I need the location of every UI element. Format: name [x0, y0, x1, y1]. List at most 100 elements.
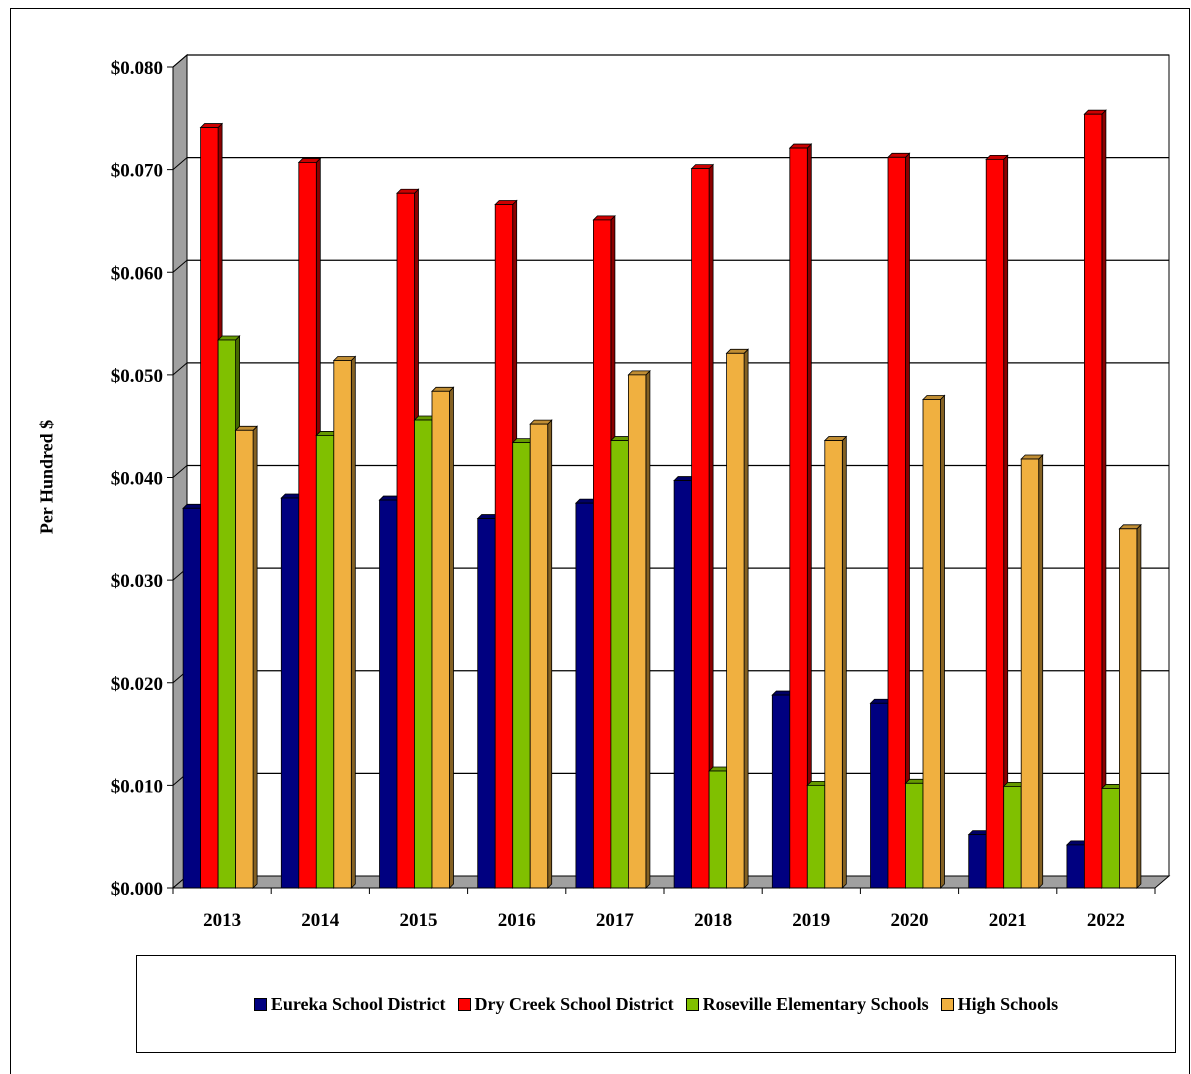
bar-top — [217, 335, 241, 341]
bar-front — [298, 162, 317, 889]
gridline-side — [172, 54, 188, 68]
y-tick-label: $0.060 — [111, 263, 163, 284]
bar-top — [529, 419, 553, 425]
bar-front — [922, 399, 941, 889]
bar-side — [841, 435, 847, 889]
legend-item: Dry Creek School District — [457, 993, 674, 1015]
bar-top — [690, 164, 715, 169]
y-tick-label: $0.080 — [111, 58, 163, 79]
bar-front — [431, 390, 450, 889]
bar-top — [1118, 524, 1142, 530]
legend-swatch — [457, 997, 471, 1011]
bar-front — [905, 782, 924, 889]
bar-front — [529, 423, 549, 889]
gridline-side — [172, 157, 188, 171]
x-tick-label: 2014 — [301, 910, 340, 931]
x-tick-label: 2019 — [792, 910, 830, 931]
legend-swatch — [253, 997, 267, 1011]
bar-top — [592, 215, 616, 221]
chart-frame — [10, 8, 1190, 1074]
bar-side — [449, 386, 454, 889]
legend-swatch — [685, 997, 699, 1011]
bar — [1020, 454, 1044, 889]
bar-front — [887, 156, 906, 889]
bar-front — [182, 507, 202, 889]
bar-top — [788, 143, 813, 149]
bar-side — [350, 355, 356, 889]
gridline-side — [172, 362, 188, 376]
bar-front — [477, 518, 496, 889]
bar-top — [823, 436, 848, 441]
bar-front — [593, 219, 612, 889]
legend-item: Roseville Elementary Schools — [685, 993, 929, 1015]
bar — [627, 369, 651, 889]
bar-side — [1003, 154, 1009, 889]
bar-front — [1020, 458, 1040, 889]
bar-top — [297, 158, 322, 163]
bar — [690, 163, 715, 889]
bar-top — [985, 154, 1009, 160]
bar-front — [789, 147, 808, 889]
x-tick-labels: 2013 2014 2015 2016 2017 2018 2019 2020 2021 2022 — [203, 910, 1125, 931]
bar — [1118, 523, 1142, 889]
bar-top — [627, 370, 651, 376]
bar — [725, 348, 750, 889]
bar-front — [870, 702, 889, 889]
gridline-side — [172, 259, 188, 273]
bar-front — [315, 435, 335, 889]
bar-front — [1003, 786, 1022, 889]
bar-front — [985, 158, 1005, 889]
bar-front — [575, 502, 594, 889]
bar-front — [824, 440, 843, 889]
bar-front — [968, 834, 987, 889]
bar-side — [905, 152, 910, 889]
legend-item: High Schools — [940, 994, 1058, 1015]
bar-front — [673, 480, 692, 889]
bar-front — [200, 127, 219, 889]
x-tick-label: 2013 — [203, 910, 241, 931]
legend-label: Roseville Elementary Schools — [702, 993, 929, 1014]
bar — [823, 435, 848, 889]
y-axis-label: Per Hundred $ — [36, 419, 57, 535]
bar-top — [922, 395, 946, 400]
bar-front — [1066, 844, 1085, 889]
bar-top — [396, 188, 420, 194]
bar-side — [806, 143, 812, 889]
bar-top — [234, 425, 259, 431]
y-tick-label: $0.040 — [111, 469, 163, 490]
bars — [182, 109, 1142, 889]
bar-top — [199, 123, 224, 128]
y-tick-label: $0.010 — [111, 776, 163, 797]
bar-front — [610, 440, 629, 889]
bar-top — [887, 152, 911, 158]
x-tick-label: 2018 — [694, 910, 732, 931]
bar — [922, 394, 946, 889]
bar-top — [1020, 454, 1044, 460]
bar-front — [217, 339, 237, 889]
bar-front — [280, 497, 300, 889]
bar — [431, 386, 455, 889]
y-tick-label: $0.030 — [111, 571, 163, 592]
bar-side — [1101, 109, 1107, 889]
x-tick-label: 2021 — [989, 910, 1027, 931]
bar-front — [396, 192, 415, 889]
y-tick-label: $0.070 — [111, 161, 163, 182]
legend: Eureka School District Dry Creek School D… — [136, 955, 1176, 1053]
x-tick-label: 2016 — [498, 910, 536, 931]
legend-swatch — [940, 997, 954, 1011]
y-tick-label: $0.020 — [111, 674, 163, 695]
bar — [1083, 109, 1107, 889]
bar-front — [1119, 528, 1138, 889]
legend-label: Dry Creek School District — [474, 993, 674, 1014]
bar-front — [691, 168, 710, 889]
bar-side — [547, 419, 553, 889]
bar-front — [1084, 113, 1103, 889]
bar — [234, 425, 259, 889]
y-tick-labels: $0.000 $0.010 $0.020 $0.030 $0.040 $0.050 $0.0… — [111, 58, 163, 900]
bar-side — [743, 348, 749, 889]
bar-front — [494, 204, 514, 889]
bar-side — [1136, 523, 1142, 889]
bar-top — [725, 348, 750, 354]
bar-top — [332, 356, 357, 361]
axes — [167, 66, 1156, 894]
